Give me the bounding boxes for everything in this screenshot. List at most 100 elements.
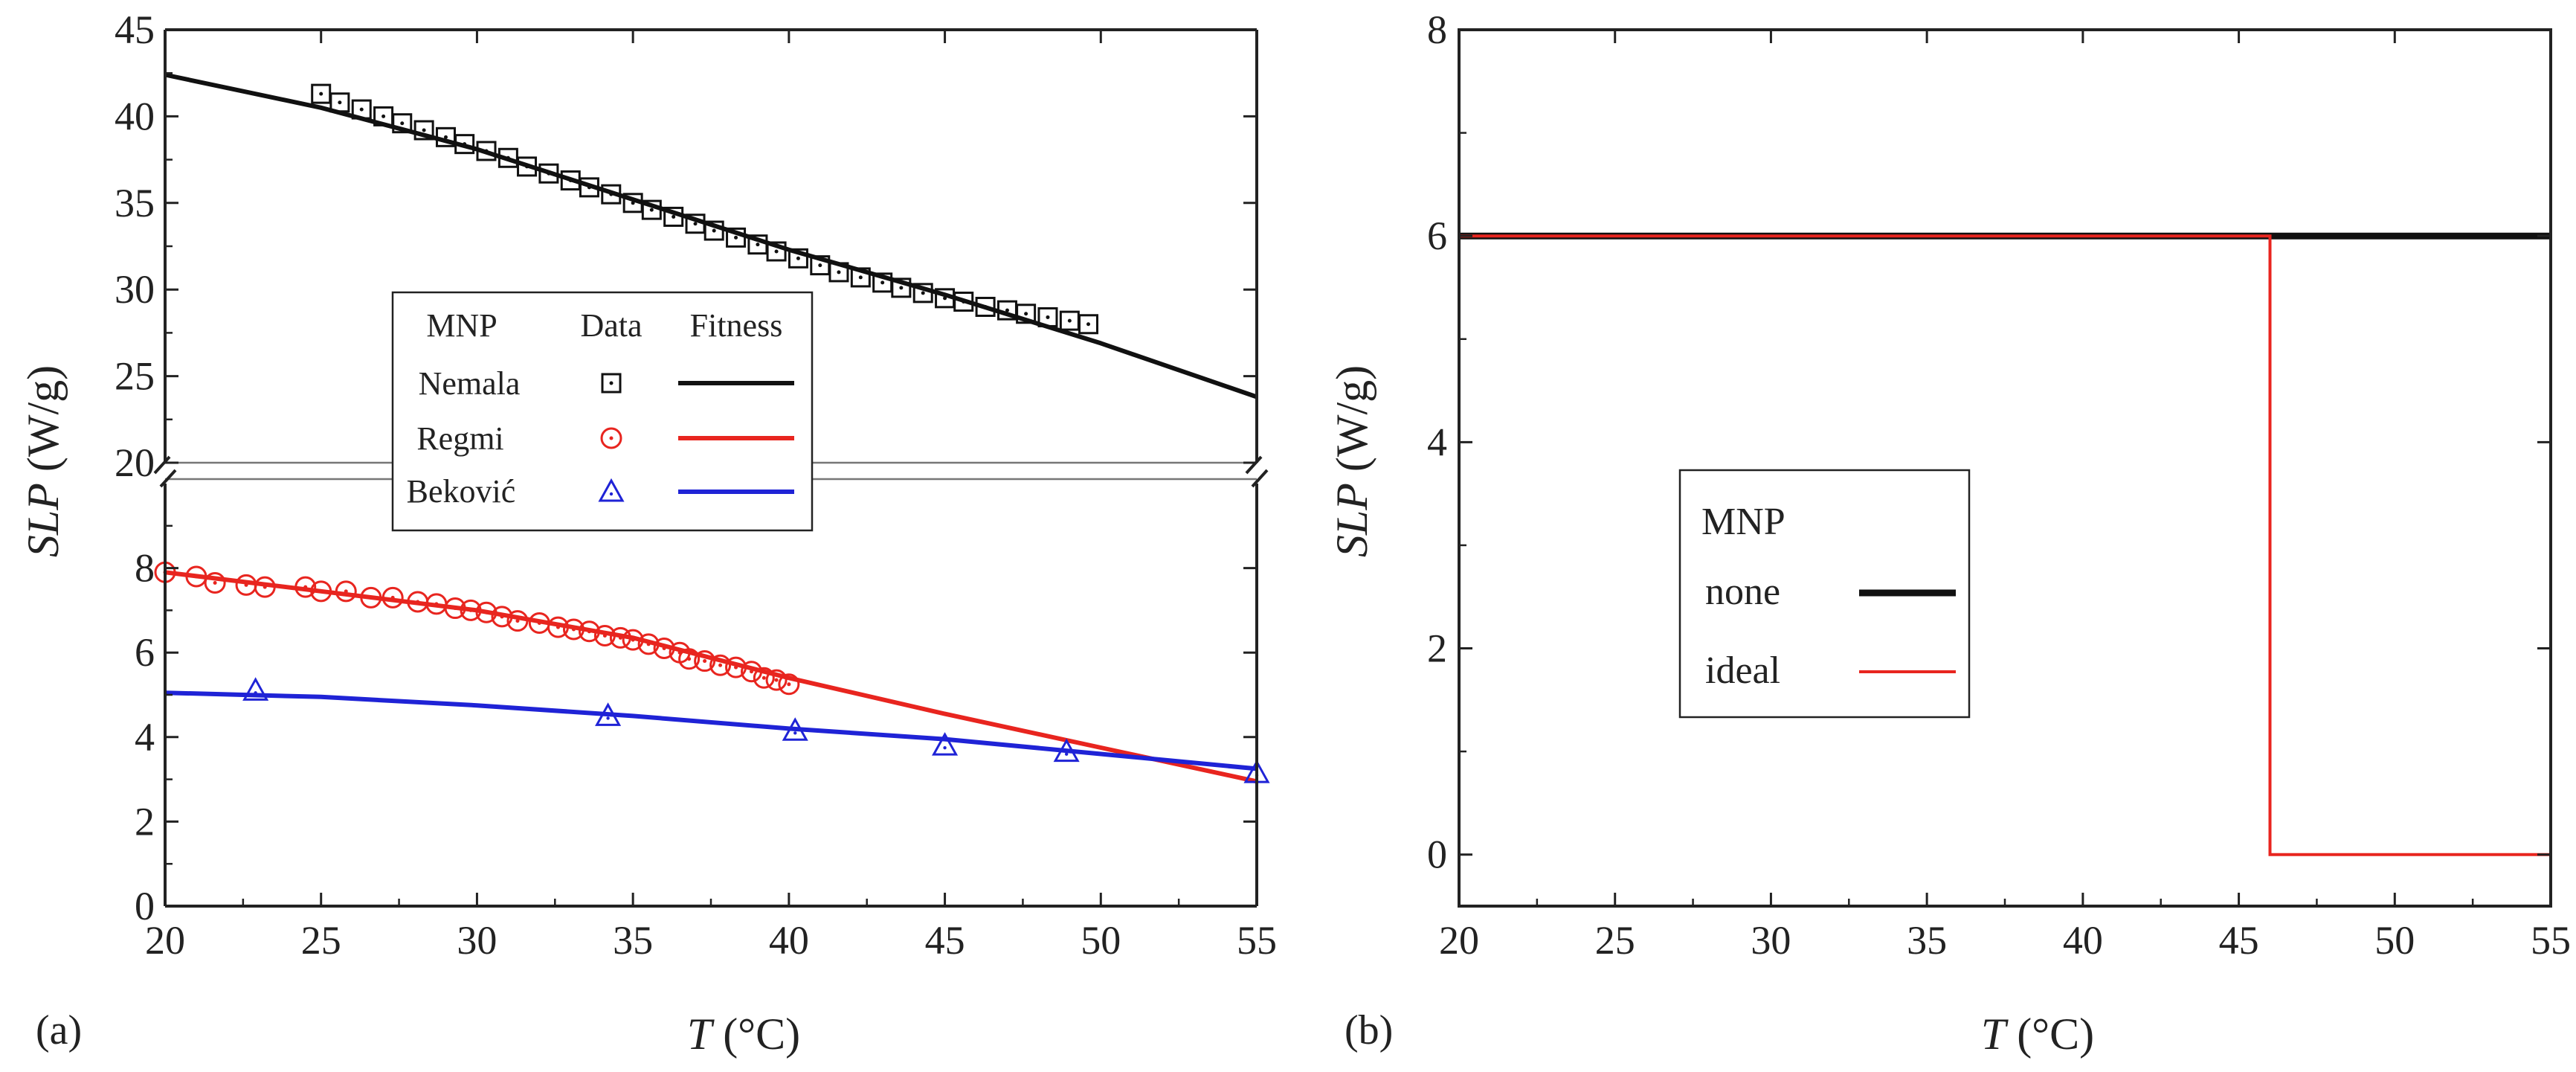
data-point-nemala	[788, 248, 808, 269]
a-y-tick-label-upper: 25	[115, 354, 155, 399]
b-x-tick-label: 25	[1595, 918, 1635, 963]
a-x-tick-label: 30	[457, 918, 497, 963]
data-point-nemala	[663, 206, 684, 227]
data-point-nemala	[538, 163, 559, 184]
panel-b-legend: MNP none ideal	[1678, 469, 1971, 719]
data-point-nemala	[476, 141, 497, 161]
data-point-nemala	[579, 177, 599, 198]
legend-b-label-none: none	[1705, 571, 1780, 613]
a-y-tick-label-upper: 20	[115, 440, 155, 485]
data-point-nemala	[641, 199, 662, 220]
data-point-regmi	[491, 606, 513, 628]
data-point-nemala	[975, 296, 996, 317]
legend-label-bekovic: Beković	[407, 473, 516, 510]
legend-marker-regmi	[600, 427, 622, 449]
axis-break-mark	[153, 455, 171, 475]
data-point-regmi	[444, 597, 466, 620]
data-point-nemala	[329, 92, 350, 113]
data-point-nemala	[828, 262, 849, 283]
axis-break-mark	[159, 469, 177, 488]
data-point-regmi	[254, 576, 276, 598]
axis-break-mark	[1245, 455, 1263, 475]
data-point-nemala	[413, 120, 434, 141]
data-point-regmi	[593, 624, 616, 646]
legend-b-label-ideal: ideal	[1705, 649, 1780, 692]
a-y-tick-label-upper: 35	[115, 181, 155, 225]
b-x-tick-label: 40	[2063, 918, 2103, 963]
b-y-tick-label: 8	[1427, 7, 1447, 52]
data-point-bekovic	[782, 717, 808, 741]
legend-header-data: Data	[580, 307, 642, 344]
a-y-tick-label-upper: 40	[115, 94, 155, 138]
b-x-tick-label: 20	[1439, 918, 1479, 963]
data-point-regmi	[562, 618, 585, 641]
data-point-nemala	[1037, 306, 1058, 327]
a-x-tick-label: 25	[301, 918, 341, 963]
data-point-regmi	[460, 599, 482, 621]
data-point-bekovic	[1053, 738, 1080, 763]
data-point-nemala	[454, 134, 475, 155]
panel-a-label: (a)	[36, 1007, 82, 1053]
data-point-nemala	[766, 241, 787, 262]
data-point-bekovic	[242, 677, 269, 701]
a-y-tick-label-lower: 0	[135, 884, 155, 928]
a-y-tick-label-lower: 4	[135, 715, 155, 760]
data-point-bekovic	[595, 702, 622, 726]
data-point-nemala	[891, 277, 912, 298]
legend-marker-nemala	[601, 373, 622, 394]
a-y-tick-label-lower: 8	[135, 546, 155, 591]
legend-b-title: MNP	[1701, 501, 1786, 543]
data-point-nemala	[517, 156, 538, 177]
data-point-regmi	[381, 586, 404, 609]
b-x-tick-label: 35	[1907, 918, 1947, 963]
panel-b-xlabel-var: T	[1981, 1010, 2009, 1059]
panel-a-legend: MNP Data Fitness Nemala Regmi Beković	[391, 291, 814, 532]
data-point-regmi	[678, 648, 701, 670]
data-point-regmi	[204, 571, 226, 594]
a-x-tick-label: 20	[145, 918, 185, 963]
panel-a-ylabel: SLP (W/g)	[19, 365, 68, 557]
data-point-regmi	[753, 667, 775, 689]
panel-a-xlabel-unit: (°C)	[723, 1010, 800, 1059]
panel-b-ylabel-unit: (W/g)	[1327, 365, 1376, 472]
a-y-tick-label-lower: 6	[135, 630, 155, 675]
a-y-tick-label-upper: 45	[115, 7, 155, 52]
data-point-regmi	[622, 629, 644, 651]
a-x-tick-label: 55	[1237, 918, 1277, 963]
data-point-regmi	[709, 654, 732, 676]
data-point-nemala	[953, 291, 974, 312]
a-x-tick-label: 50	[1081, 918, 1121, 963]
legend-label-nemala: Nemala	[419, 365, 521, 402]
panel-b-label: (b)	[1345, 1007, 1393, 1053]
data-point-nemala	[703, 220, 724, 241]
panel-b-ylabel-var: SLP	[1327, 483, 1376, 557]
panel-a-ylabel-var: SLP	[19, 483, 68, 557]
axis-break-mark	[1251, 469, 1269, 488]
data-point-nemala	[1078, 314, 1099, 335]
fit-line-regmi	[164, 570, 1258, 784]
a-y-tick-label-upper: 30	[115, 267, 155, 312]
data-point-nemala	[850, 267, 871, 288]
b-y-tick-label: 2	[1427, 626, 1447, 671]
a-x-tick-label: 40	[769, 918, 809, 963]
data-point-regmi	[765, 669, 788, 691]
fit-line-bekovic	[164, 690, 1258, 771]
b-x-tick-label: 45	[2219, 918, 2259, 963]
b-plot-frame	[1458, 28, 2552, 908]
data-point-regmi	[725, 656, 747, 678]
legend-label-regmi: Regmi	[416, 420, 503, 457]
a-x-tick-label: 35	[613, 918, 653, 963]
data-point-regmi	[185, 565, 207, 588]
b-y-tick-label: 4	[1427, 420, 1447, 464]
panel-b-xlabel-unit: (°C)	[2017, 1010, 2094, 1059]
data-point-nemala	[912, 283, 933, 304]
data-point-nemala	[726, 227, 747, 248]
data-point-regmi	[653, 638, 675, 660]
a-x-tick-label: 45	[925, 918, 965, 963]
data-point-regmi	[294, 576, 317, 598]
panel-b-ylabel: SLP (W/g)	[1327, 365, 1376, 557]
data-point-regmi	[506, 610, 529, 632]
data-point-regmi	[475, 601, 498, 623]
data-point-nemala	[351, 99, 372, 120]
line-ideal	[1459, 234, 2551, 856]
